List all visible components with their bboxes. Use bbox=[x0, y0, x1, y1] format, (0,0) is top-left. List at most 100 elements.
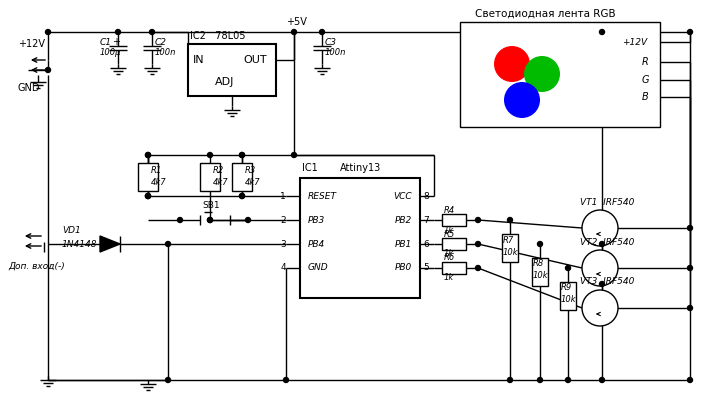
Circle shape bbox=[507, 217, 513, 222]
Bar bbox=[300, 178, 420, 298]
Circle shape bbox=[476, 266, 481, 271]
Bar bbox=[442, 238, 466, 250]
Text: +12V: +12V bbox=[622, 37, 647, 47]
Text: VT2  IRF540: VT2 IRF540 bbox=[580, 238, 635, 246]
Polygon shape bbox=[100, 236, 120, 252]
Text: VCC: VCC bbox=[393, 191, 412, 201]
Text: B: B bbox=[642, 92, 649, 102]
Circle shape bbox=[688, 225, 693, 230]
Text: 100n: 100n bbox=[325, 47, 346, 57]
Circle shape bbox=[507, 378, 513, 383]
Text: VD1: VD1 bbox=[62, 225, 81, 235]
Text: GND: GND bbox=[18, 83, 41, 93]
Text: R8: R8 bbox=[533, 259, 544, 269]
Text: Светодиодная лента RGB: Светодиодная лента RGB bbox=[475, 9, 616, 19]
Text: Attiny13: Attiny13 bbox=[340, 163, 381, 173]
Circle shape bbox=[292, 153, 296, 158]
Text: R6: R6 bbox=[444, 253, 455, 262]
Circle shape bbox=[240, 194, 245, 199]
Bar bbox=[560, 282, 576, 310]
Bar bbox=[200, 163, 220, 191]
Circle shape bbox=[46, 29, 51, 34]
Text: PB3: PB3 bbox=[308, 215, 325, 225]
Text: R9: R9 bbox=[561, 284, 572, 292]
Text: VT1  IRF540: VT1 IRF540 bbox=[580, 197, 635, 207]
Text: 8: 8 bbox=[423, 191, 429, 201]
Text: 10k: 10k bbox=[503, 248, 518, 256]
Circle shape bbox=[208, 217, 213, 222]
Text: ADJ: ADJ bbox=[215, 77, 234, 87]
Circle shape bbox=[208, 153, 213, 158]
Circle shape bbox=[582, 290, 618, 326]
Circle shape bbox=[494, 46, 530, 82]
Circle shape bbox=[177, 217, 182, 222]
Circle shape bbox=[240, 153, 245, 158]
Circle shape bbox=[688, 266, 693, 271]
Text: VT3  IRF540: VT3 IRF540 bbox=[580, 277, 635, 287]
Text: PB2: PB2 bbox=[395, 215, 412, 225]
Circle shape bbox=[600, 241, 605, 246]
Circle shape bbox=[245, 217, 250, 222]
Text: PB1: PB1 bbox=[395, 240, 412, 248]
Text: R: R bbox=[642, 57, 649, 67]
Circle shape bbox=[145, 194, 150, 199]
Circle shape bbox=[166, 241, 171, 246]
Text: OUT: OUT bbox=[243, 55, 266, 65]
Text: C1: C1 bbox=[100, 37, 112, 47]
Circle shape bbox=[46, 67, 51, 72]
Text: +12V: +12V bbox=[18, 39, 45, 49]
Text: R4: R4 bbox=[444, 205, 455, 215]
Text: 2: 2 bbox=[280, 215, 286, 225]
Circle shape bbox=[688, 305, 693, 310]
Text: Доп. вход(-): Доп. вход(-) bbox=[8, 261, 65, 271]
Text: SB1: SB1 bbox=[202, 201, 220, 210]
Circle shape bbox=[145, 194, 150, 199]
Text: 100μ: 100μ bbox=[100, 47, 121, 57]
Text: 3: 3 bbox=[280, 240, 286, 248]
Text: R3: R3 bbox=[245, 166, 256, 174]
Text: +5V: +5V bbox=[286, 17, 307, 27]
Text: 1N4148: 1N4148 bbox=[62, 240, 97, 248]
Circle shape bbox=[600, 378, 605, 383]
Text: 7: 7 bbox=[423, 215, 429, 225]
Bar bbox=[232, 163, 252, 191]
Circle shape bbox=[566, 266, 571, 271]
Text: 100n: 100n bbox=[155, 47, 176, 57]
Text: R2: R2 bbox=[213, 166, 224, 174]
Text: 4k7: 4k7 bbox=[245, 178, 261, 186]
Circle shape bbox=[504, 82, 540, 118]
Text: R5: R5 bbox=[444, 230, 455, 238]
Text: 4: 4 bbox=[280, 264, 286, 272]
Bar bbox=[138, 163, 158, 191]
Bar bbox=[460, 22, 660, 127]
Text: 1k: 1k bbox=[444, 249, 454, 259]
Text: PB4: PB4 bbox=[308, 240, 325, 248]
Circle shape bbox=[319, 29, 325, 34]
Circle shape bbox=[476, 217, 481, 222]
Text: IC1: IC1 bbox=[302, 163, 318, 173]
Text: 5: 5 bbox=[423, 264, 429, 272]
Text: C3: C3 bbox=[325, 37, 337, 47]
Text: GND: GND bbox=[308, 264, 329, 272]
Bar bbox=[442, 214, 466, 226]
Circle shape bbox=[145, 153, 150, 158]
Circle shape bbox=[537, 241, 542, 246]
Circle shape bbox=[524, 56, 560, 92]
Circle shape bbox=[688, 29, 693, 34]
Text: 1: 1 bbox=[280, 191, 286, 201]
Text: IN: IN bbox=[193, 55, 205, 65]
Circle shape bbox=[283, 378, 288, 383]
Text: 10k: 10k bbox=[533, 272, 549, 280]
Bar bbox=[442, 262, 466, 274]
Circle shape bbox=[582, 210, 618, 246]
Text: 6: 6 bbox=[423, 240, 429, 248]
Text: R1: R1 bbox=[151, 166, 162, 174]
Bar bbox=[188, 44, 276, 96]
Circle shape bbox=[166, 378, 171, 383]
Bar bbox=[532, 258, 548, 286]
Circle shape bbox=[292, 29, 296, 34]
Circle shape bbox=[208, 217, 213, 222]
Text: 10k: 10k bbox=[561, 295, 576, 305]
Circle shape bbox=[150, 29, 155, 34]
Circle shape bbox=[240, 153, 245, 158]
